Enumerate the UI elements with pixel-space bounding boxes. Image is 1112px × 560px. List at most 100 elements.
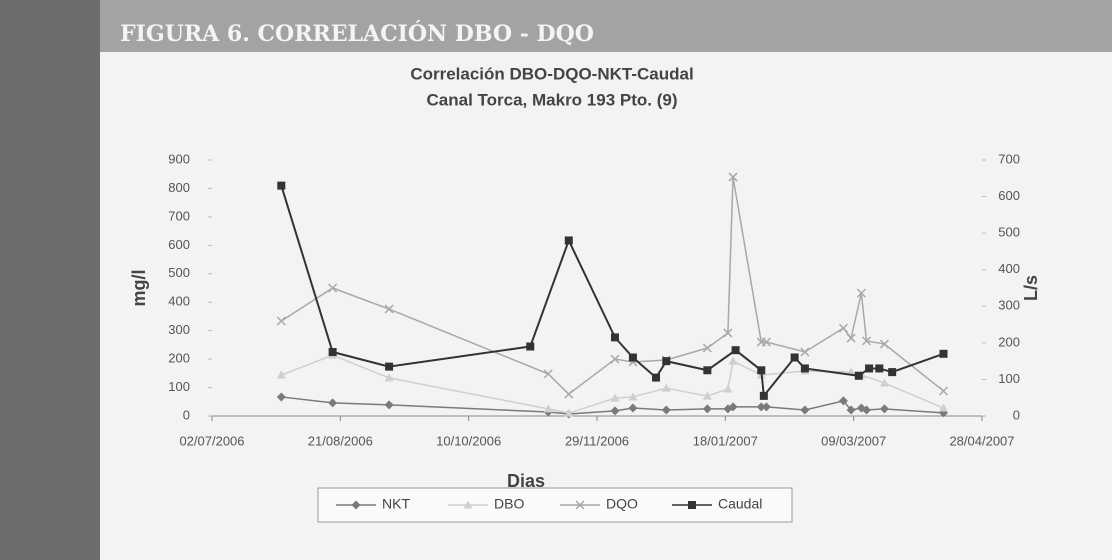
- x-tick-label: 10/10/2006: [436, 433, 501, 448]
- marker: [276, 316, 286, 326]
- chart-title: Correlación DBO-DQO-NKT-Caudal: [410, 64, 693, 83]
- marker: [276, 370, 286, 379]
- marker: [761, 402, 771, 412]
- marker: [757, 366, 766, 375]
- marker: [759, 391, 768, 400]
- marker: [662, 357, 671, 366]
- marker: [865, 364, 874, 373]
- marker: [564, 236, 573, 245]
- marker: [756, 402, 766, 412]
- marker: [723, 384, 733, 393]
- x-tick-label: 09/03/2007: [821, 433, 886, 448]
- marker: [277, 181, 286, 190]
- marker: [328, 283, 338, 293]
- marker: [276, 392, 286, 402]
- marker: [728, 172, 738, 182]
- x-tick-label: 18/01/2007: [693, 433, 758, 448]
- marker: [628, 353, 637, 362]
- y-tick-label: 200: [168, 351, 190, 366]
- legend-label: NKT: [382, 496, 410, 512]
- marker: [610, 354, 620, 364]
- marker: [800, 405, 810, 415]
- marker: [723, 328, 733, 338]
- marker: [862, 405, 871, 415]
- y-tick-label: 700: [168, 208, 190, 223]
- marker: [628, 392, 638, 401]
- marker: [879, 339, 889, 349]
- marker: [939, 349, 948, 358]
- marker: [610, 333, 619, 342]
- legend-label: DQO: [606, 496, 638, 512]
- y2-tick-label: 200: [998, 334, 1020, 349]
- marker: [879, 378, 889, 387]
- marker: [888, 368, 897, 377]
- y-tick-label: 600: [168, 237, 190, 252]
- marker: [846, 405, 856, 415]
- marker: [879, 404, 889, 414]
- marker: [702, 343, 712, 353]
- y2-axis-title: L/s: [1021, 275, 1041, 301]
- marker: [661, 405, 671, 415]
- legend-label: Caudal: [718, 496, 762, 512]
- marker: [875, 364, 884, 373]
- marker: [543, 404, 553, 413]
- marker: [628, 403, 638, 413]
- legend-marker: [688, 501, 696, 509]
- marker: [761, 337, 771, 347]
- y2-tick-label: 600: [998, 188, 1020, 203]
- y2-tick-label: 500: [998, 225, 1020, 240]
- figure-title: FIGURA 6. CORRELACIÓN DBO - DQO: [120, 20, 594, 47]
- marker: [702, 391, 712, 400]
- legend-marker: [351, 500, 361, 510]
- y-axis-title: mg/l: [129, 269, 149, 306]
- legend-marker: [463, 500, 473, 509]
- marker: [728, 402, 738, 412]
- x-tick-label: 29/11/2006: [565, 433, 629, 448]
- y2-tick-label: 300: [998, 298, 1020, 313]
- marker: [661, 383, 671, 392]
- side-strip: [0, 0, 100, 560]
- y-tick-label: 300: [168, 322, 190, 337]
- header-band: [0, 0, 1112, 52]
- x-tick-label: 02/07/2006: [179, 433, 244, 448]
- y-tick-label: 900: [168, 151, 190, 166]
- marker: [543, 369, 553, 379]
- marker: [800, 347, 810, 357]
- y-tick-label: 500: [168, 265, 190, 280]
- marker: [800, 364, 809, 373]
- marker: [610, 406, 620, 416]
- marker: [854, 371, 863, 380]
- marker: [838, 396, 848, 406]
- marker: [328, 348, 337, 356]
- marker: [728, 356, 738, 365]
- x-tick-label: 28/04/2007: [949, 433, 1014, 448]
- marker: [861, 336, 872, 346]
- marker: [856, 288, 866, 298]
- marker: [731, 346, 740, 355]
- marker: [384, 373, 394, 382]
- y2-tick-label: 100: [998, 371, 1020, 386]
- marker: [610, 393, 620, 402]
- y-tick-label: 0: [183, 407, 190, 422]
- x-axis-title: Dias: [507, 471, 545, 491]
- marker: [564, 389, 574, 399]
- marker: [328, 398, 338, 408]
- marker: [846, 333, 856, 343]
- marker: [790, 353, 799, 362]
- marker: [938, 386, 949, 396]
- y2-tick-label: 0: [1013, 407, 1020, 422]
- y2-tick-label: 700: [998, 151, 1020, 166]
- legend-box: [317, 487, 793, 523]
- chart-subtitle: Canal Torca, Makro 193 Pto. (9): [427, 90, 678, 109]
- marker: [703, 366, 712, 375]
- y-tick-label: 100: [168, 379, 190, 394]
- marker: [838, 323, 848, 333]
- y-tick-label: 800: [168, 180, 190, 195]
- marker: [384, 400, 394, 410]
- marker: [652, 373, 661, 382]
- marker: [564, 408, 574, 417]
- y-tick-label: 400: [168, 294, 190, 309]
